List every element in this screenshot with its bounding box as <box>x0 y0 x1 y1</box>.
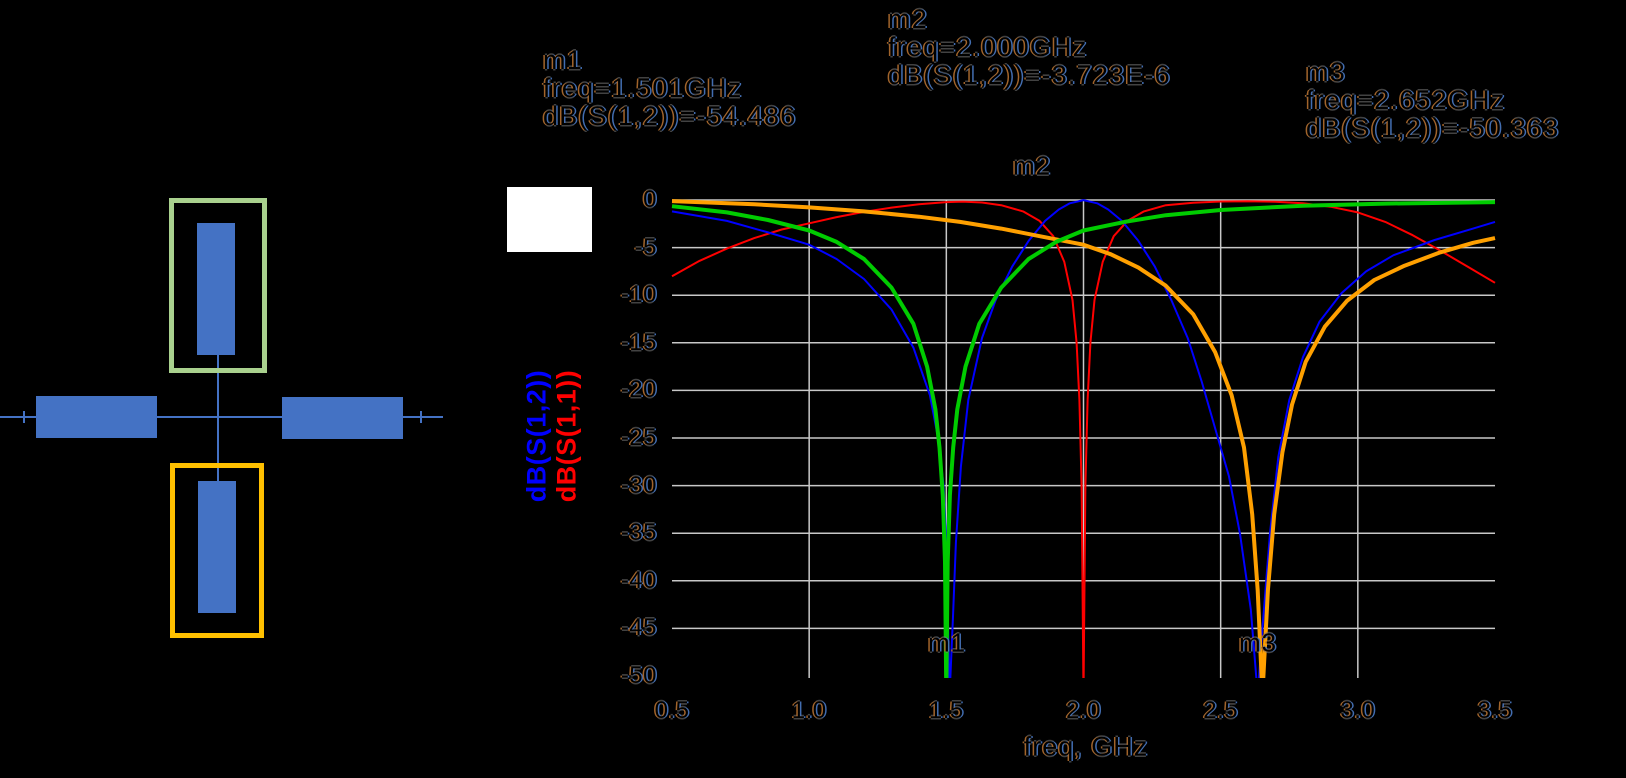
y-axis-label-s11: dB(S(1,1)) <box>551 369 582 503</box>
grid-layer <box>672 199 1495 678</box>
y-tick--20: -20 <box>620 376 657 404</box>
microstrip-top-stub <box>197 223 235 355</box>
stub2-highlight-box <box>170 463 264 638</box>
y-axis-label-s12: dB(S(1,2)) <box>521 369 552 503</box>
y-tick--30: -30 <box>620 471 657 499</box>
circuit-schematic <box>0 0 480 680</box>
microstrip-bottom-stub <box>198 481 236 613</box>
marker-m1-id: m1 <box>543 45 583 75</box>
marker-m1-value: dB(S(1,2))=-54.486 <box>543 101 797 131</box>
microstrip-left-section <box>36 396 157 438</box>
y-tick-0: 0 <box>643 186 657 213</box>
marker-readout-m1: m1 freq=1.501GHz dB(S(1,2))=-54.486 <box>543 46 796 130</box>
y-tick--15: -15 <box>620 328 657 356</box>
y-tick--25: -25 <box>620 424 657 451</box>
marker-label-m1: m1 <box>927 627 967 658</box>
curve-green-s12 <box>671 200 1496 678</box>
marker-m3-value: dB(S(1,2))=-50.363 <box>1306 113 1560 143</box>
x-tick-3.0: 3.0 <box>1340 697 1376 724</box>
y-tick--35: -35 <box>620 519 657 547</box>
port2-notch <box>420 411 422 423</box>
curves-layer <box>671 199 1496 678</box>
marker-m1-freq: freq=1.501GHz <box>543 73 743 103</box>
x-tick-0.5: 0.5 <box>654 697 690 724</box>
stub-connector-line <box>217 355 219 481</box>
y-tick--50: -50 <box>620 662 657 689</box>
microstrip-right-section <box>282 397 403 439</box>
marker-label-m3: m3 <box>1238 627 1278 658</box>
marker-m3-freq: freq=2.652GHz <box>1306 85 1506 115</box>
feedline <box>0 416 443 418</box>
marker-m2-freq: freq=2.000GHz <box>888 32 1088 62</box>
marker-m3-id: m3 <box>1306 57 1346 87</box>
port1-notch <box>23 411 25 423</box>
marker-readout-m3: m3 freq=2.652GHz dB(S(1,2))=-50.363 <box>1306 58 1559 142</box>
marker-m2-id: m2 <box>888 4 928 34</box>
x-tick-1.5: 1.5 <box>928 697 964 724</box>
curve-orange-s12 <box>671 199 1496 678</box>
y-tick--40: -40 <box>620 566 657 594</box>
x-tick-1.0: 1.0 <box>791 697 827 724</box>
y-tick--10: -10 <box>620 281 657 309</box>
y-tick--45: -45 <box>620 614 657 642</box>
curve-blue-s12 <box>671 199 1496 678</box>
x-tick-2.0: 2.0 <box>1066 697 1101 724</box>
x-tick-3.5: 3.5 <box>1477 697 1513 724</box>
stub1-highlight-box <box>169 198 267 373</box>
y-tick--5: -5 <box>634 233 657 261</box>
marker-label-m2: m2 <box>1012 150 1052 181</box>
x-axis-title: freq, GHz <box>1023 731 1149 762</box>
legend-placeholder-box <box>507 187 592 252</box>
x-tick-2.5: 2.5 <box>1203 697 1239 724</box>
marker-readout-m2: m2 freq=2.000GHz dB(S(1,2))=-3.723E-6 <box>888 5 1171 89</box>
marker-m2-value: dB(S(1,2))=-3.723E-6 <box>888 60 1171 90</box>
